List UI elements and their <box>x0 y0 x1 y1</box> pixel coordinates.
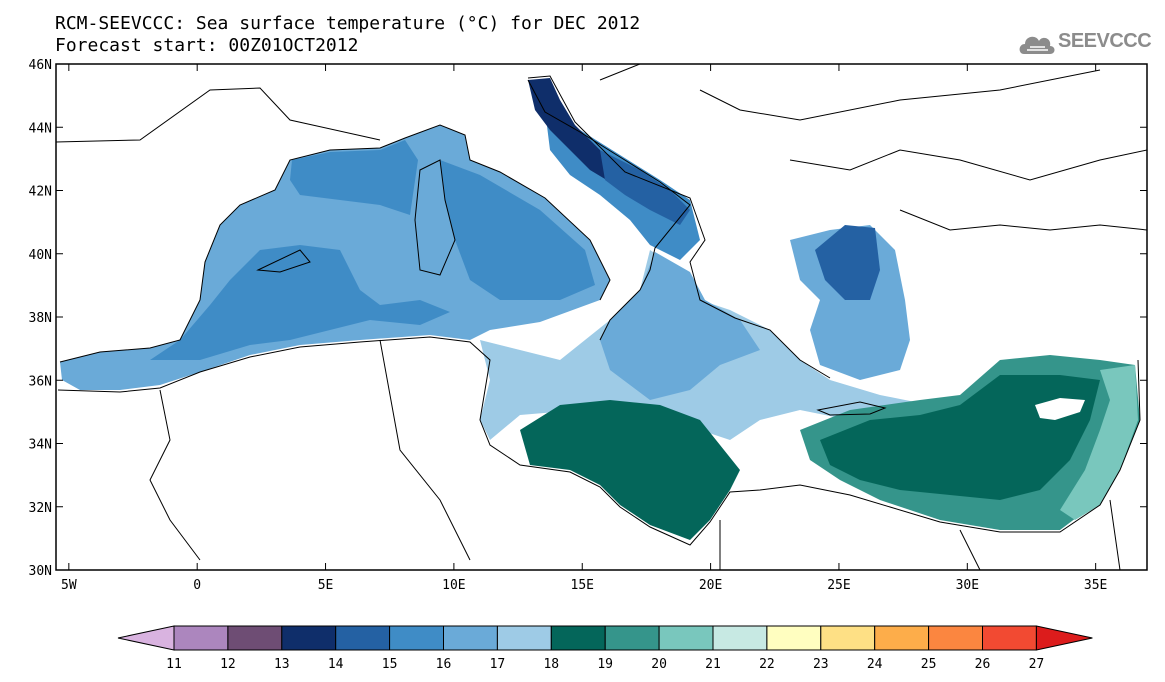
sst-field <box>60 78 1140 540</box>
colorbar-over-triangle <box>1035 625 1093 651</box>
colorbar-bin <box>604 625 660 651</box>
sst-region-tyrrhenian <box>440 160 595 300</box>
map-title: RCM-SEEVCCC: Sea surface temperature (°C… <box>55 13 641 34</box>
sst-region-levantine <box>820 375 1100 500</box>
x-tick-label: 15E <box>571 578 594 593</box>
x-tick-label: 5W <box>61 578 77 593</box>
sst-region-levantine-east <box>1060 365 1138 520</box>
colorbar-label: 16 <box>436 657 452 672</box>
colorbar-label: 20 <box>651 657 667 672</box>
y-tick-label: 38N <box>29 311 52 326</box>
colorbar-bin <box>550 625 606 651</box>
colorbar-bin <box>281 625 337 651</box>
x-tick-label: 5E <box>318 578 334 593</box>
colorbar-label: 19 <box>597 657 613 672</box>
sst-region-balearic-band <box>150 245 450 360</box>
colorbar-bin <box>982 625 1037 651</box>
colorbar-bin <box>820 625 876 651</box>
seevccc-cloud-logo-icon <box>1019 36 1055 54</box>
axis-ticks: 5W 0 5E 10E 15E 20E 25E 30E 35E 30N 32N 34N 36N 38N 40… <box>29 58 1147 593</box>
coastlines <box>56 64 1147 570</box>
y-tick-label: 42N <box>29 185 52 200</box>
colorbar-bin <box>928 625 983 651</box>
colorbar: 11 12 13 14 15 16 17 18 19 20 21 22 23 24 25 26 27 <box>117 625 1093 672</box>
colorbar-label: 24 <box>867 657 883 672</box>
colorbar-label: 17 <box>490 657 506 672</box>
sst-region-cyprus-hole <box>1035 398 1085 420</box>
x-tick-label: 25E <box>827 578 850 593</box>
colorbar-label: 13 <box>274 657 290 672</box>
colorbar-bin <box>443 625 498 651</box>
y-tick-label: 30N <box>29 564 52 579</box>
colorbar-bin <box>335 625 391 651</box>
colorbar-bin <box>658 625 714 651</box>
sst-region-adriatic-mid <box>600 150 690 225</box>
colorbar-label: 14 <box>328 657 344 672</box>
y-tick-label: 34N <box>29 438 52 453</box>
colorbar-bin <box>227 625 283 651</box>
sst-region-aegean-north <box>815 225 880 300</box>
colorbar-label: 22 <box>759 657 775 672</box>
y-tick-label: 36N <box>29 374 52 389</box>
colorbar-bin <box>389 625 445 651</box>
y-tick-label: 32N <box>29 501 52 516</box>
colorbar-bin <box>712 625 768 651</box>
forecast-start-subtitle: Forecast start: 00Z01OCT2012 <box>55 35 359 56</box>
colorbar-label: 25 <box>921 657 937 672</box>
colorbar-label: 12 <box>220 657 236 672</box>
colorbar-bin <box>173 625 229 651</box>
colorbar-label: 21 <box>705 657 721 672</box>
sst-region-ionian-mid <box>600 252 760 400</box>
sst-region-gulf-of-lion <box>290 140 418 215</box>
colorbar-label: 26 <box>975 657 991 672</box>
y-tick-label: 44N <box>29 121 52 136</box>
colorbar-label: 11 <box>166 657 182 672</box>
sst-region-libyan-sea <box>520 400 740 540</box>
colorbar-bin <box>766 625 822 651</box>
y-tick-label: 40N <box>29 248 52 263</box>
colorbar-bin <box>496 625 552 651</box>
x-tick-label: 35E <box>1084 578 1107 593</box>
colorbar-label: 18 <box>543 657 559 672</box>
x-tick-label: 30E <box>956 578 979 593</box>
x-tick-label: 20E <box>699 578 722 593</box>
y-tick-label: 46N <box>29 58 52 73</box>
logo-text: SEEVCCC <box>1058 30 1152 52</box>
colorbar-bin <box>874 625 930 651</box>
colorbar-label: 15 <box>382 657 398 672</box>
x-tick-label: 10E <box>442 578 465 593</box>
colorbar-under-triangle <box>117 625 175 651</box>
colorbar-label: 27 <box>1029 657 1045 672</box>
x-tick-label: 0 <box>193 578 201 593</box>
colorbar-label: 23 <box>813 657 829 672</box>
